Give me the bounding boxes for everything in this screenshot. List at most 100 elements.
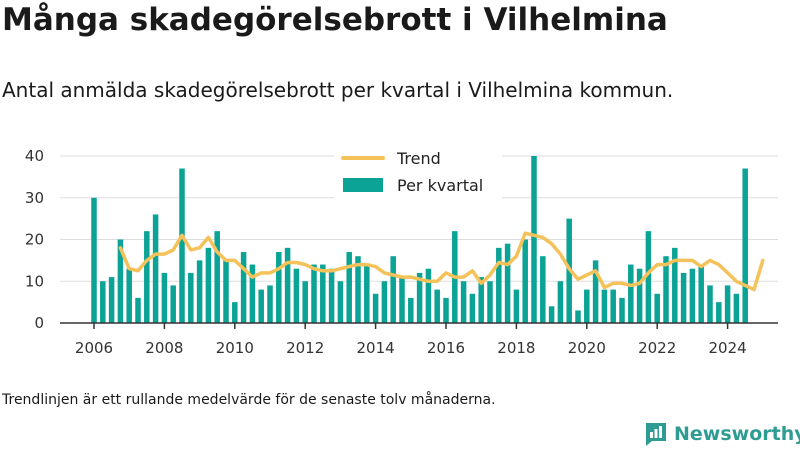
bar — [645, 231, 652, 323]
bar — [135, 297, 141, 323]
bar — [628, 264, 634, 323]
bar — [223, 260, 229, 323]
bar — [390, 256, 396, 323]
chart-subtitle: Antal anmälda skadegörelsebrott per kvar… — [2, 78, 674, 102]
bar — [416, 272, 423, 323]
bar — [232, 302, 238, 323]
bar — [108, 277, 115, 323]
bar — [372, 293, 379, 323]
bar — [636, 268, 643, 323]
bar — [619, 297, 625, 323]
footnote: Trendlinjen är ett rullande medelvärde f… — [2, 392, 496, 408]
newsworthy-logo-icon — [646, 423, 666, 446]
bar — [311, 264, 317, 323]
bar — [100, 281, 106, 323]
bar — [663, 256, 669, 323]
x-tick-label: 2024 — [709, 339, 747, 357]
bar — [337, 281, 344, 323]
brand-name: Newsworthy — [674, 423, 800, 445]
bar — [548, 306, 555, 323]
bar — [478, 277, 484, 323]
bar — [531, 156, 537, 323]
bar — [487, 281, 493, 323]
bar — [460, 281, 467, 323]
legend: Trend Per kvartal — [334, 145, 502, 199]
bar — [610, 289, 616, 323]
bar — [91, 197, 97, 323]
bar — [161, 272, 168, 323]
bar — [355, 256, 361, 323]
bar — [575, 310, 581, 323]
bar — [126, 268, 132, 323]
bar — [249, 264, 256, 323]
bar — [205, 247, 212, 323]
bar — [698, 264, 704, 323]
bar — [408, 297, 414, 323]
bar — [434, 289, 440, 323]
bar — [707, 285, 713, 323]
x-tick-label: 2022 — [638, 339, 676, 357]
bar — [196, 260, 203, 323]
x-tick-label: 2010 — [216, 339, 254, 357]
x-axis-ticks: 2006 2008 2010 2012 2014 2016 2018 2020 2022 2024 — [75, 323, 747, 357]
chart-title: Många skadegörelsebrott i Vilhelmina — [2, 2, 668, 38]
trend-series — [118, 231, 765, 292]
bar — [425, 268, 432, 323]
bar — [672, 247, 678, 323]
bar — [592, 260, 599, 323]
bar — [724, 285, 731, 323]
bar — [540, 256, 546, 323]
x-tick-label: 2018 — [497, 339, 535, 357]
legend-swatch-bars — [343, 178, 383, 192]
x-tick-label: 2012 — [286, 339, 324, 357]
bar — [188, 272, 194, 323]
bar — [513, 289, 520, 323]
bar — [584, 289, 590, 323]
bar — [258, 289, 264, 323]
bar — [443, 297, 449, 323]
brand-logo: Newsworthy — [644, 421, 800, 447]
bar — [302, 281, 308, 323]
trend-line — [118, 231, 765, 292]
x-tick-label: 2020 — [568, 339, 606, 357]
bar — [557, 281, 564, 323]
bar — [328, 268, 335, 323]
bar — [716, 302, 722, 323]
bar — [742, 168, 748, 323]
legend-label-trend: Trend — [396, 149, 441, 168]
bar — [733, 293, 740, 323]
bar — [496, 247, 502, 323]
bar — [144, 231, 150, 323]
bar — [152, 214, 159, 323]
bar — [654, 293, 660, 323]
y-tick-label: 20 — [25, 231, 44, 249]
x-tick-label: 2008 — [145, 339, 183, 357]
bar — [346, 252, 352, 323]
bar — [284, 247, 291, 323]
bar — [381, 281, 388, 323]
bar-series — [91, 156, 748, 323]
bar — [364, 264, 370, 323]
bar — [117, 239, 124, 323]
y-tick-label: 0 — [34, 314, 44, 332]
bar — [179, 168, 185, 323]
x-tick-label: 2006 — [75, 339, 113, 357]
legend-label-bars: Per kvartal — [397, 176, 483, 195]
y-tick-label: 30 — [25, 189, 44, 207]
bar — [320, 264, 326, 323]
bar — [214, 231, 220, 323]
bar — [469, 293, 476, 323]
bar — [240, 252, 247, 323]
y-axis-ticks: 0 10 20 30 40 — [25, 147, 44, 332]
x-tick-label: 2016 — [427, 339, 465, 357]
bar — [293, 268, 300, 323]
y-tick-label: 40 — [25, 147, 44, 165]
bar — [267, 285, 273, 323]
bar — [680, 272, 687, 323]
y-tick-label: 10 — [25, 272, 44, 290]
bar — [504, 243, 511, 323]
bar — [689, 268, 696, 323]
bar — [522, 239, 528, 323]
x-tick-label: 2014 — [357, 339, 395, 357]
